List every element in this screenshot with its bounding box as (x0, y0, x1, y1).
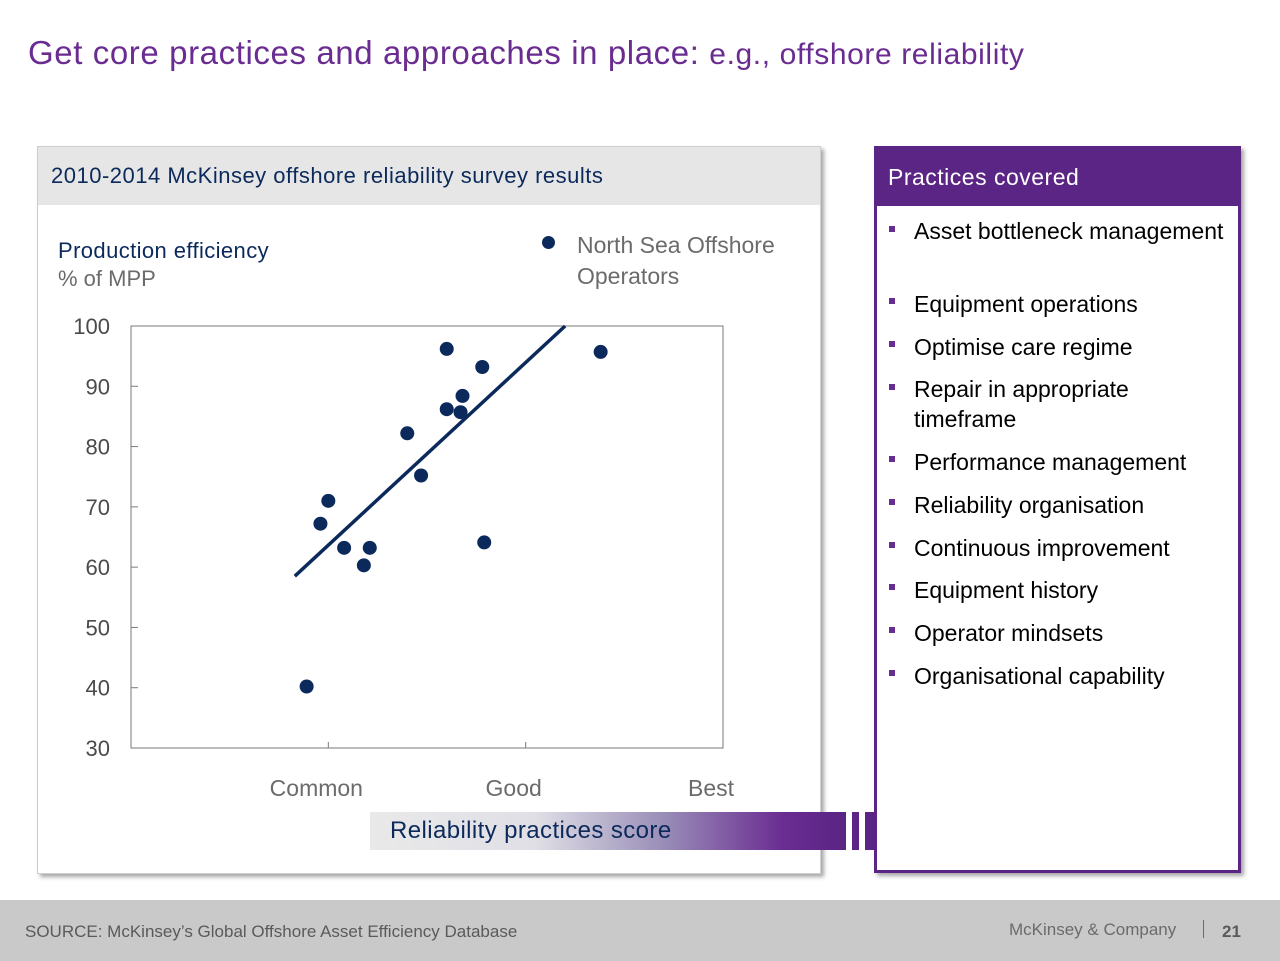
x-tick-label: Good (486, 775, 542, 801)
bullet-icon (889, 670, 895, 676)
legend-marker-icon (542, 236, 555, 249)
survey-results-title: 2010-2014 McKinsey offshore reliability … (51, 163, 604, 188)
page-number: 21 (1222, 922, 1241, 941)
page-title: Get core practices and approaches in pla… (28, 34, 1025, 72)
data-point (439, 341, 454, 356)
stripe-2 (852, 812, 859, 850)
y-tick-label: 60 (86, 555, 110, 580)
x-tick-label: Best (688, 775, 735, 801)
y-tick-label: 70 (86, 495, 110, 520)
practice-item: Reliability organisation (914, 492, 1145, 518)
practice-item: Equipment operations (914, 291, 1138, 317)
data-point (299, 679, 314, 694)
bullet-icon (889, 384, 895, 390)
practice-item: Continuous improvement (914, 535, 1170, 561)
survey-results-panel: 2010-2014 McKinsey offshore reliability … (37, 146, 821, 874)
stripe-1 (840, 812, 846, 850)
chart-x-axis-label: Reliability practices score (390, 817, 672, 844)
data-point (455, 388, 470, 403)
bullet-icon (889, 298, 895, 304)
practices-panel: Practices covered (874, 146, 1241, 873)
data-point (356, 558, 371, 573)
data-point (475, 359, 490, 374)
data-point (439, 402, 454, 417)
survey-results-header: 2010-2014 McKinsey offshore reliability … (38, 147, 820, 205)
practice-item: Equipment history (914, 577, 1099, 603)
practice-item: Organisational capability (914, 663, 1165, 689)
bullet-icon (889, 627, 895, 633)
y-tick-label: 50 (86, 615, 110, 640)
legend-entry: North Sea Offshore Operators (577, 232, 775, 289)
practice-item: Asset bottleneck management (914, 218, 1224, 244)
y-tick-label: 100 (73, 314, 110, 339)
stripe-3 (865, 812, 874, 850)
y-tick-label: 80 (86, 435, 110, 460)
data-point (313, 516, 328, 531)
y-tick-label: 40 (86, 676, 110, 701)
brand-name: McKinsey & Company (1009, 920, 1177, 939)
data-point (400, 426, 415, 441)
practice-item: Performance management (914, 449, 1187, 475)
page-title-sub: e.g., offshore reliability (709, 38, 1025, 71)
practice-item: Operator mindsets (914, 620, 1104, 646)
bullet-icon (889, 226, 895, 232)
data-point (414, 468, 429, 483)
source-note: SOURCE: McKinsey’s Global Offshore Asset… (25, 922, 518, 941)
practices-title: Practices covered (888, 164, 1080, 190)
y-tick-label: 30 (86, 736, 110, 761)
trend-line (293, 324, 567, 578)
footer-bar (0, 900, 1280, 961)
plot-area (130, 325, 724, 749)
x-tick-label: Common (270, 775, 363, 801)
x-axis-label-band: Reliability practices score (370, 812, 840, 850)
bullet-icon (889, 499, 895, 505)
bullet-icon (889, 341, 895, 347)
practice-item: Optimise care regime (914, 334, 1133, 360)
bullet-icon (889, 584, 895, 590)
data-point (337, 540, 352, 555)
y-tick-label: 90 (86, 374, 110, 399)
footer-separator (1203, 920, 1204, 938)
chart-y-axis-label: Production efficiency (58, 238, 269, 263)
practices-header: Practices covered (877, 149, 1238, 206)
bullet-icon (889, 542, 895, 548)
chart-y-axis-unit: % of MPP (58, 266, 156, 291)
data-point (362, 540, 377, 555)
page-title-main: Get core practices and approaches in pla… (28, 34, 700, 71)
practice-item: Repair in appropriate timeframe (914, 376, 1129, 432)
data-point (321, 493, 336, 508)
data-point (593, 344, 608, 359)
data-point (453, 405, 468, 420)
data-point (477, 535, 492, 550)
bullet-icon (889, 456, 895, 462)
